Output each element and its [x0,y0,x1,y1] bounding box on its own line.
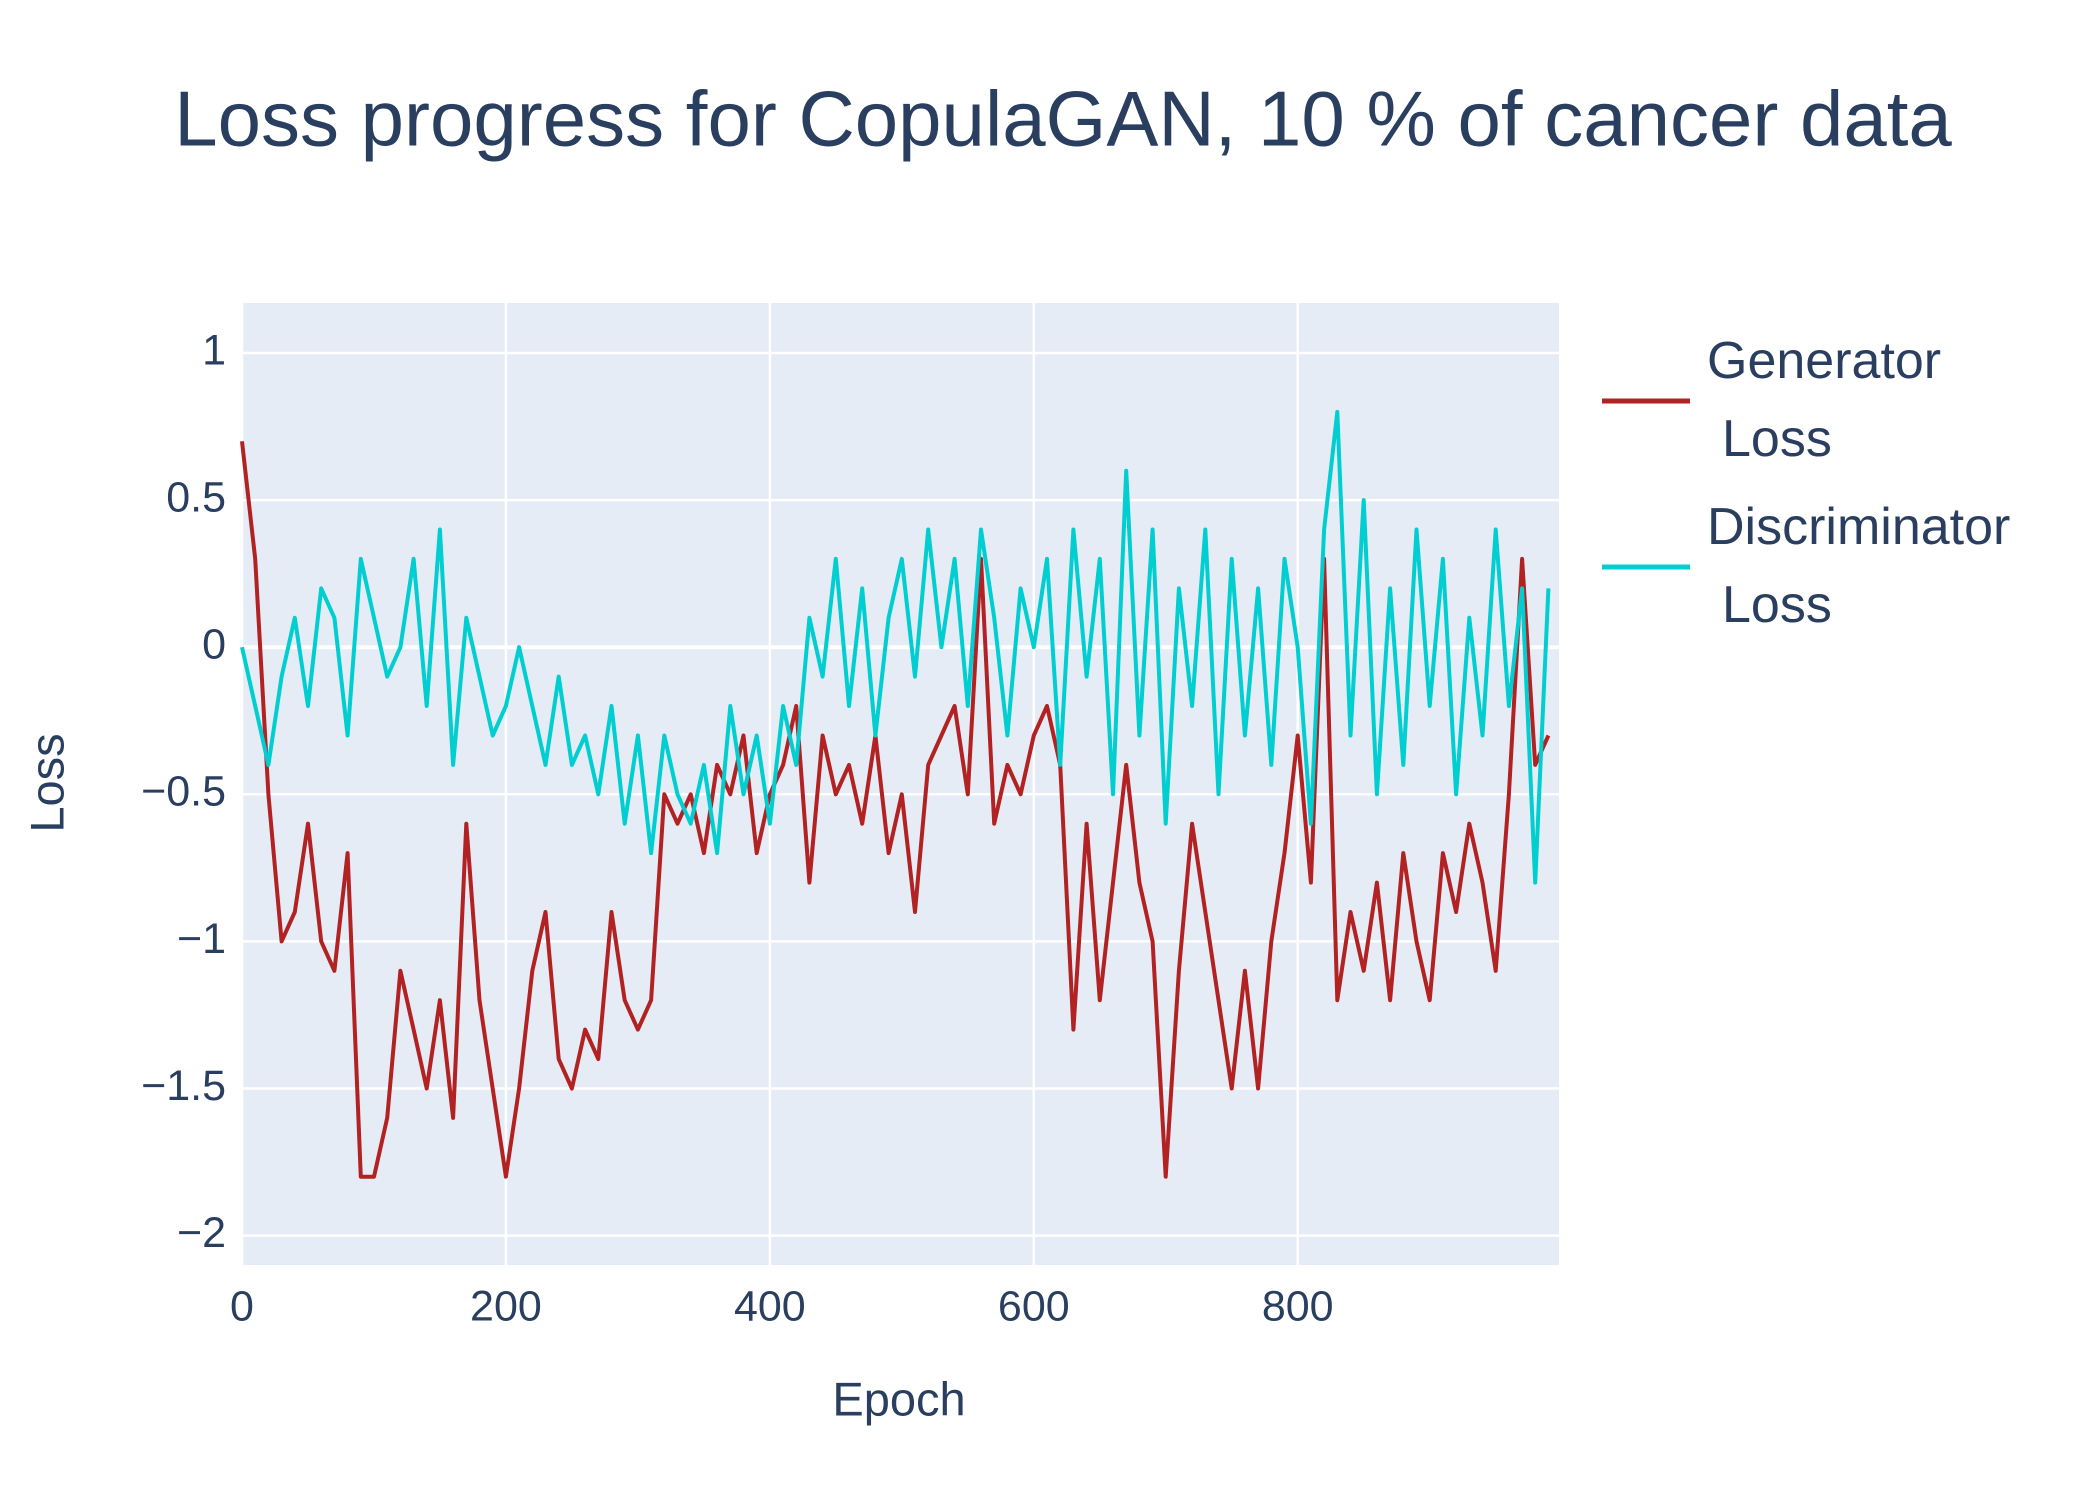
x-tick-label: 0 [230,1282,254,1330]
x-tick-label: 800 [1262,1282,1334,1330]
series-line [240,441,1551,1179]
plot-area [242,303,1559,1265]
y-tick-label: −2 [177,1209,226,1257]
y-tick-label: −1.5 [141,1062,226,1110]
x-tick-label: 400 [734,1282,806,1330]
y-tick-label: 0 [202,621,226,669]
x-tick-label: 200 [470,1282,542,1330]
y-tick-label: 0.5 [166,473,226,521]
y-tick-label: −1 [177,915,226,963]
y-tick-label: 1 [202,326,226,374]
x-axis-title: Epoch [832,1372,965,1425]
legend-label: Generator Loss [1707,332,1941,468]
series-line [240,409,1551,885]
y-axis-title: Loss [20,733,73,832]
y-tick-label: −0.5 [141,768,226,816]
legend-label: Discriminator Loss [1707,498,2010,634]
x-tick-label: 600 [998,1282,1070,1330]
chart-title: Loss progress for CopulaGAN, 10 % of can… [174,75,1952,163]
